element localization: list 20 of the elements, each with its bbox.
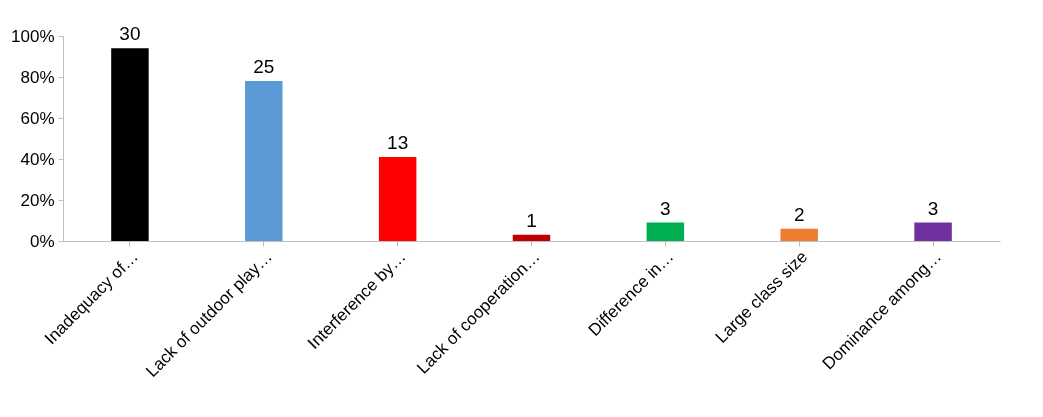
bar (245, 81, 283, 241)
bar (512, 234, 551, 241)
annotation: 2 (793, 203, 805, 225)
annotation: 25 (253, 56, 275, 78)
annotation: 1 (526, 209, 537, 231)
bar (646, 222, 685, 241)
y-tick-label: 20% (20, 190, 55, 210)
bar (111, 48, 149, 241)
annotation: 13 (387, 131, 409, 153)
y-tick-label: 80% (20, 67, 55, 87)
y-tick-label: 0% (29, 231, 55, 251)
annotation: 30 (119, 23, 141, 45)
annotation: 3 (660, 197, 671, 219)
bar (378, 156, 417, 241)
y-tick-label: 40% (20, 149, 55, 169)
bar (914, 222, 952, 241)
bar (780, 228, 818, 241)
y-tick-label: 60% (20, 108, 55, 128)
y-tick-label: 100% (11, 26, 55, 46)
annotation: 3 (927, 197, 939, 219)
